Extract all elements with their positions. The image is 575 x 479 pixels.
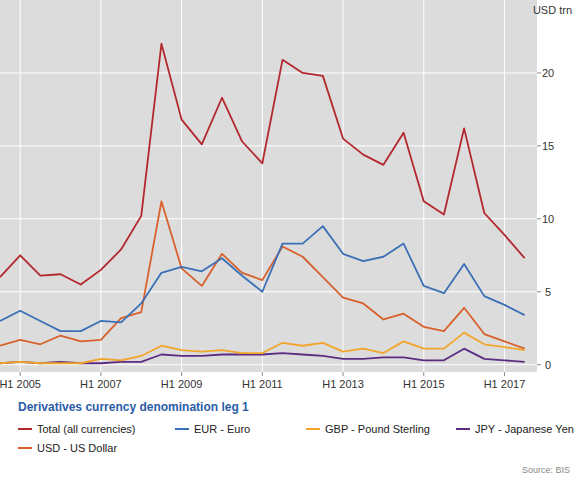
grid-line-x [262,0,263,372]
legend-swatch [456,428,470,430]
source-note: Source: BIS [522,465,570,475]
legend-label: USD - US Dollar [37,442,117,454]
grid-line [0,364,537,365]
x-tick-label: H1 2007 [80,378,122,390]
x-tick-label: H1 2009 [161,378,203,390]
x-tick-label: H1 2005 [0,378,41,390]
grid-line-x [100,0,101,372]
grid-line-x [423,0,424,372]
tick-mark [504,372,505,376]
legend-title: Derivatives currency denomination leg 1 [18,400,249,414]
legend-swatch [175,428,189,430]
series-line [0,333,525,364]
tick-mark [100,372,101,376]
x-tick-label: H1 2017 [484,378,526,390]
tick-mark [537,145,541,146]
grid-line-x [20,0,21,372]
series-line [0,349,525,364]
series-line [0,226,525,331]
tick-mark [423,372,424,376]
grid-line [0,291,537,292]
y-tick-label: 10 [542,213,554,225]
tick-mark [343,372,344,376]
tick-mark [537,364,541,365]
series-line [0,44,525,285]
grid-line-x [343,0,344,372]
grid-line [0,72,537,73]
y-tick-label: 5 [545,286,551,298]
x-tick-label: H1 2011 [242,378,283,390]
tick-mark [20,372,21,376]
y-tick-label: 15 [542,140,554,152]
grid-line-x [504,0,505,372]
legend-label: Total (all currencies) [37,423,135,435]
chart: 0 5 10 15 20 USD trn H1 2005 H1 2007 H1 2009 H1 2… [0,0,575,479]
legend-swatch [18,447,32,449]
x-tick-label: H1 2013 [322,378,364,390]
grid-line [0,145,537,146]
tick-mark [537,291,541,292]
tick-mark [262,372,263,376]
y-tick-label: 0 [545,359,551,371]
legend-label: EUR - Euro [194,423,250,435]
legend-swatch [306,428,320,430]
grid-line [0,218,537,219]
tick-mark [537,72,541,73]
plot-area [0,0,537,372]
grid-line-x [181,0,182,372]
y-tick-label: 20 [542,67,554,79]
tick-mark [181,372,182,376]
legend-swatch [18,428,32,430]
legend-label: GBP - Pound Sterling [325,423,430,435]
series-line [0,201,525,348]
tick-mark [537,218,541,219]
legend-label: JPY - Japanese Yen [475,423,574,435]
x-tick-label: H1 2015 [403,378,445,390]
y-axis-label: USD trn [533,4,572,16]
series-group [0,44,525,363]
